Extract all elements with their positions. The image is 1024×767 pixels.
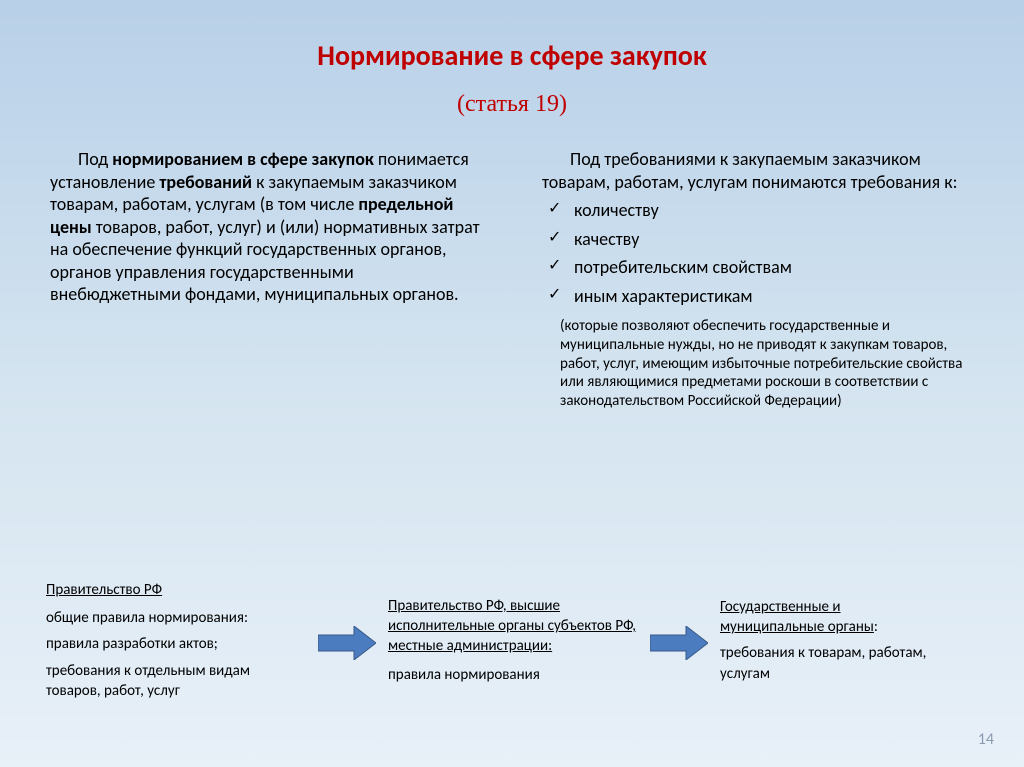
page-number: 14 bbox=[978, 730, 994, 749]
bold-span: требований bbox=[159, 171, 252, 193]
flow-arrow-icon bbox=[318, 626, 376, 660]
block-head: Правительство РФ bbox=[46, 580, 306, 600]
bottom-flow: Правительство РФ общие правила нормирова… bbox=[0, 580, 1024, 707]
block-head: Правительство РФ, высшие исполнительные … bbox=[388, 596, 638, 657]
colon: : bbox=[874, 618, 878, 636]
arrow-shape bbox=[318, 626, 376, 660]
block-head-line: Государственные и муниципальные органы: bbox=[720, 597, 930, 638]
left-column: Под нормированием в сфере закупок понима… bbox=[50, 148, 482, 411]
slide-subtitle: (статья 19) bbox=[0, 73, 1024, 118]
checklist-item: иным характеристикам bbox=[548, 285, 974, 308]
left-paragraph: Под нормированием в сфере закупок понима… bbox=[50, 148, 482, 306]
flow-arrow-icon bbox=[650, 626, 708, 660]
block-executive-bodies: Правительство РФ, высшие исполнительные … bbox=[388, 596, 638, 691]
checklist-item: качеству bbox=[548, 228, 974, 251]
right-note: (которые позволяют обеспечить государств… bbox=[542, 313, 974, 411]
block-line: правила нормирования bbox=[388, 665, 638, 685]
text-span: Под bbox=[78, 148, 112, 170]
block-line: общие правила нормирования: bbox=[46, 608, 306, 628]
block-line: требования к товарам, работам, услугам bbox=[720, 643, 930, 684]
block-head: Государственные и муниципальные органы bbox=[720, 598, 874, 636]
text-span: товаров, работ, услуг) и (или) нормативн… bbox=[50, 216, 480, 306]
content-columns: Под нормированием в сфере закупок понима… bbox=[0, 118, 1024, 411]
block-line: требования к отдельным видам товаров, ра… bbox=[46, 661, 306, 702]
arrow-shape bbox=[650, 626, 708, 660]
block-state-municipal: Государственные и муниципальные органы: … bbox=[720, 597, 930, 690]
slide-title: Нормирование в сфере закупок bbox=[0, 0, 1024, 73]
bold-span: нормированием в сфере закупок bbox=[112, 148, 374, 170]
block-line: правила разработки актов; bbox=[46, 634, 306, 654]
block-government-rf: Правительство РФ общие правила нормирова… bbox=[46, 580, 306, 707]
right-intro: Под требованиями к закупаемым заказчиком… bbox=[542, 148, 974, 193]
right-column: Под требованиями к закупаемым заказчиком… bbox=[542, 148, 974, 411]
checklist-item: потребительским свойствам bbox=[548, 256, 974, 279]
requirements-checklist: количеству качеству потребительским свой… bbox=[542, 199, 974, 307]
checklist-item: количеству bbox=[548, 199, 974, 222]
